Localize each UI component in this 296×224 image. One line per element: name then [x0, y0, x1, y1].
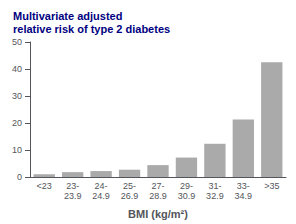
svg-text:25-: 25-: [123, 181, 136, 191]
svg-text:31-: 31-: [208, 181, 221, 191]
svg-text:28.9: 28.9: [149, 191, 167, 201]
svg-text:32.9: 32.9: [206, 191, 224, 201]
svg-text:50: 50: [12, 37, 22, 47]
svg-text:10: 10: [12, 145, 22, 155]
svg-text:<23: <23: [37, 181, 52, 191]
svg-text:>35: >35: [264, 181, 279, 191]
svg-text:23.9: 23.9: [64, 191, 82, 201]
svg-text:24.9: 24.9: [92, 191, 110, 201]
svg-text:30.9: 30.9: [178, 191, 196, 201]
svg-text:0: 0: [17, 172, 22, 182]
svg-text:33-: 33-: [237, 181, 250, 191]
svg-text:Multivariate adjusted: Multivariate adjusted: [13, 10, 122, 22]
svg-text:34.9: 34.9: [235, 191, 253, 201]
svg-text:40: 40: [12, 64, 22, 74]
svg-text:relative risk of type 2 diabet: relative risk of type 2 diabetes: [13, 23, 170, 35]
svg-text:29-: 29-: [180, 181, 193, 191]
svg-text:24-: 24-: [95, 181, 108, 191]
svg-text:30: 30: [12, 91, 22, 101]
svg-text:23-: 23-: [66, 181, 79, 191]
svg-text:27-: 27-: [151, 181, 164, 191]
svg-text:BMI (kg/m²): BMI (kg/m²): [128, 208, 188, 220]
svg-text:26.9: 26.9: [121, 191, 139, 201]
svg-text:20: 20: [12, 118, 22, 128]
